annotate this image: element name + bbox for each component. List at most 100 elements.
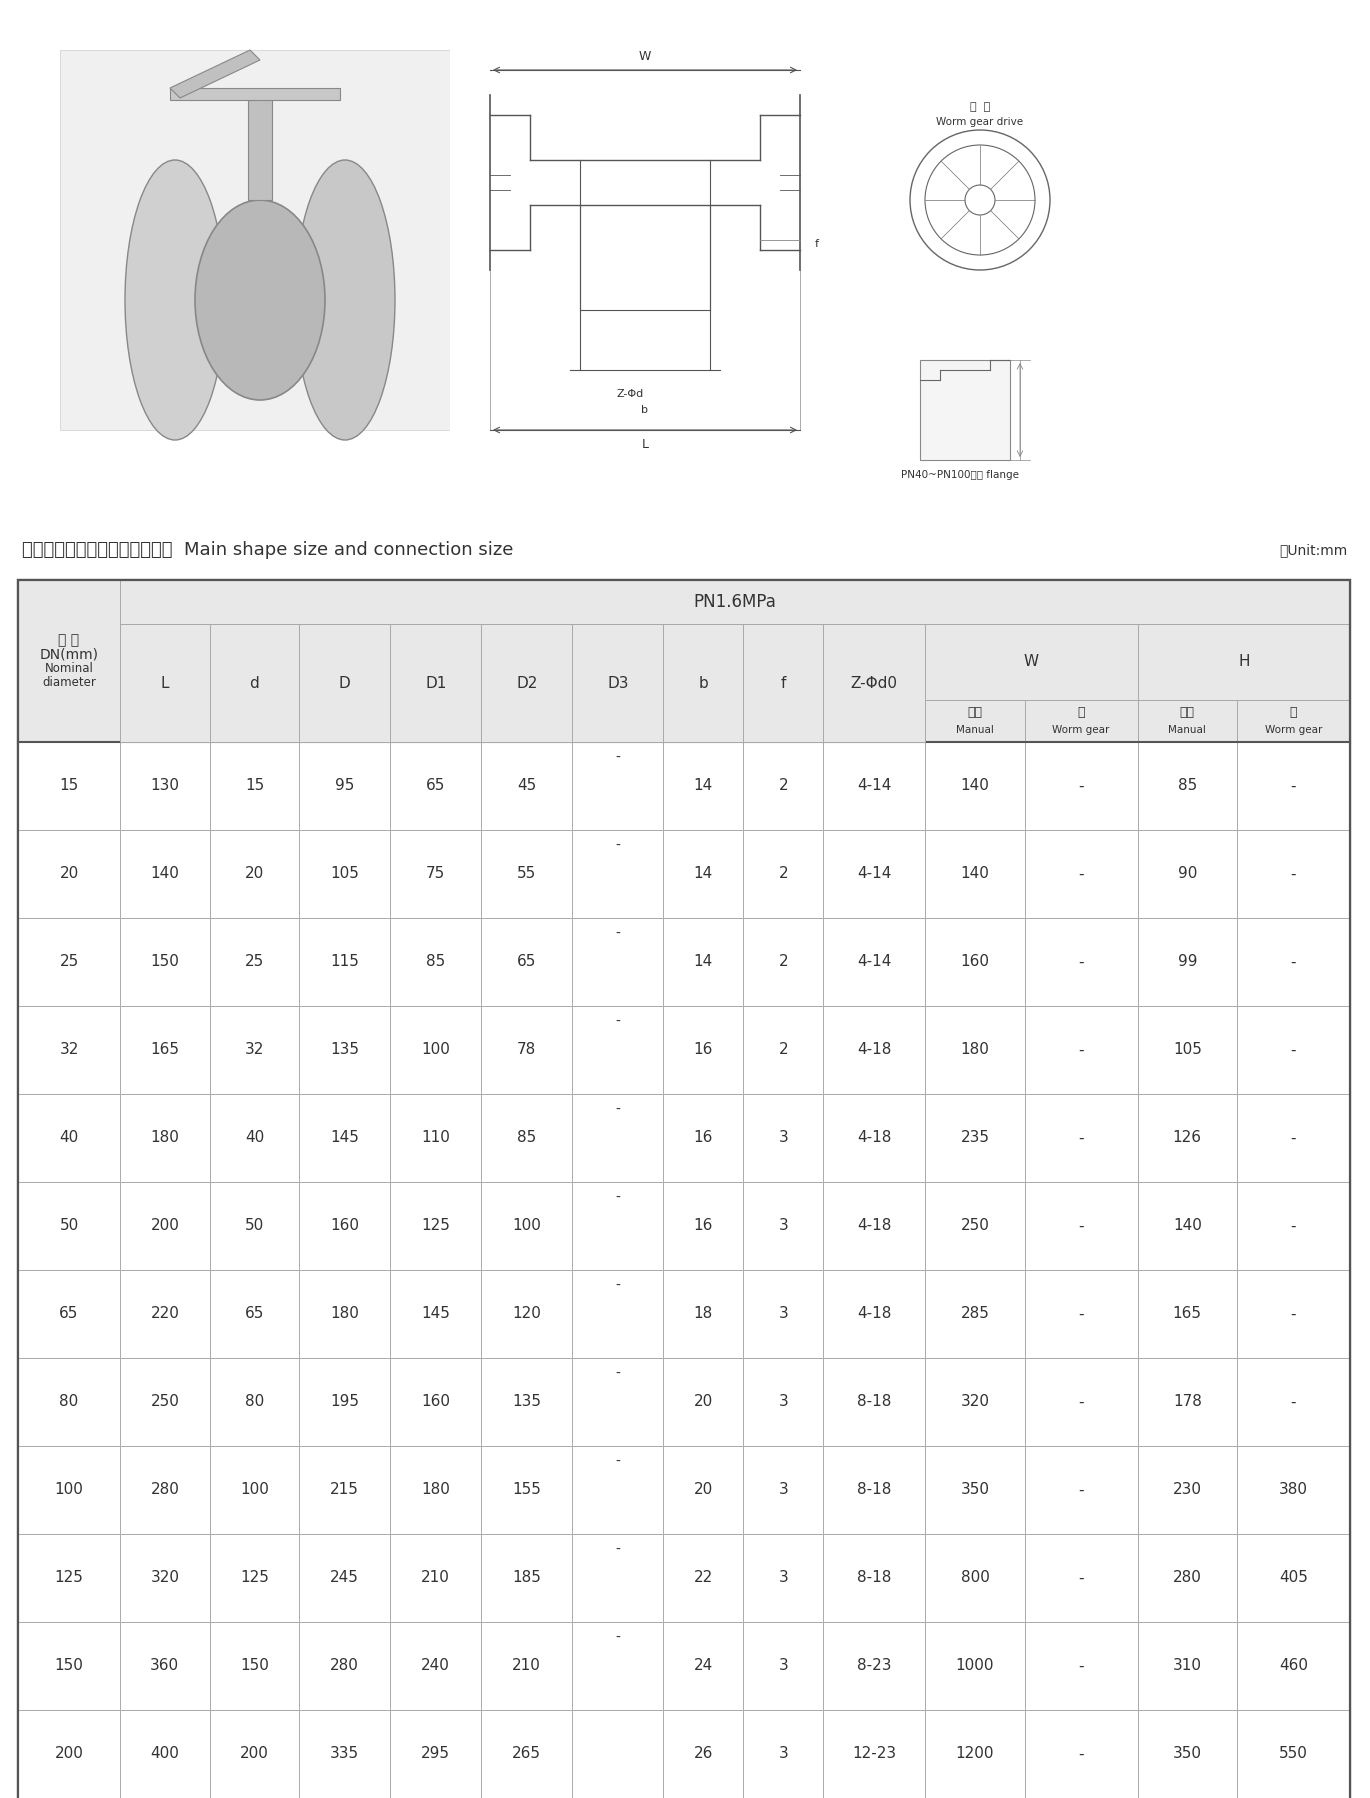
Text: PN1.6MPa: PN1.6MPa [693,593,777,611]
Text: 380: 380 [1280,1483,1308,1498]
Text: -: - [615,1631,621,1645]
Text: D3: D3 [607,714,629,728]
Bar [18,1007,121,1093]
Text: 105: 105 [330,867,359,881]
Text: 150: 150 [240,1658,269,1674]
Bar [925,919,1025,1007]
Text: 145: 145 [330,1131,359,1145]
Bar [1025,1007,1137,1093]
Bar [1137,1181,1237,1269]
Text: 280: 280 [151,1483,179,1498]
Text: 80: 80 [59,1395,78,1410]
Text: 18: 18 [693,1307,712,1322]
Text: D2: D2 [516,676,537,690]
Bar [1137,1534,1237,1622]
Text: 140: 140 [960,779,989,793]
Bar [925,1269,1025,1357]
Text: 50: 50 [245,1219,264,1233]
Text: W: W [1023,654,1038,669]
Bar [481,1357,573,1446]
Text: 150: 150 [151,955,179,969]
Text: 80: 80 [245,1395,264,1410]
Bar [823,1357,925,1446]
Bar [18,581,1349,1798]
Text: D1: D1 [425,714,447,728]
Text: -: - [615,1102,621,1117]
Bar [449,31,840,469]
Text: f: f [781,676,786,690]
Bar [823,919,925,1007]
Bar [299,1181,390,1269]
Bar [299,1269,390,1357]
Bar [121,831,210,919]
Text: -: - [1078,1131,1084,1145]
Text: -: - [1078,955,1084,969]
Bar [925,1181,1025,1269]
Text: 3: 3 [778,1395,788,1410]
Text: 130: 130 [151,779,179,793]
Bar [121,1534,210,1622]
Text: 285: 285 [960,1307,989,1322]
Bar [18,831,121,919]
Bar [18,581,121,743]
Text: 280: 280 [330,1658,359,1674]
Text: 25: 25 [245,955,264,969]
Text: 1000: 1000 [956,1658,995,1674]
Bar [210,1357,299,1446]
Bar [573,1093,663,1181]
Text: 32: 32 [245,1043,264,1057]
Text: H: H [1238,654,1249,669]
Text: 8-18: 8-18 [858,1570,892,1586]
Bar [210,831,299,919]
Bar [925,1446,1025,1534]
Bar [823,743,925,831]
Text: D2: D2 [516,676,537,690]
Text: 220: 220 [151,1307,179,1322]
Text: 3: 3 [778,1307,788,1322]
Bar [1137,1622,1237,1710]
Text: 100: 100 [512,1219,541,1233]
Text: -: - [615,1366,621,1381]
Bar [573,1357,663,1446]
Bar [390,1446,481,1534]
Bar [299,1007,390,1093]
Bar [390,1093,481,1181]
Text: 4-14: 4-14 [858,867,892,881]
Text: 32: 32 [59,1043,78,1057]
Text: 2: 2 [778,955,788,969]
Bar [210,1093,299,1181]
Bar [663,624,744,743]
Bar [121,1622,210,1710]
Text: -: - [1078,1658,1084,1674]
Bar [481,1269,573,1357]
Text: 公制表主要外形尺寸和连接尺寸  Main shape size and connection size: 公制表主要外形尺寸和连接尺寸 Main shape size and conne… [22,541,514,559]
Bar [573,743,663,831]
Text: 165: 165 [1173,1307,1201,1322]
Text: -: - [1078,867,1084,881]
Text: 165: 165 [151,1043,179,1057]
Bar [121,743,210,831]
Text: 185: 185 [512,1570,541,1586]
Text: 2: 2 [778,1043,788,1057]
Bar [121,1446,210,1534]
Bar [1137,699,1237,743]
Bar [744,1710,823,1798]
Text: 105: 105 [1173,1043,1201,1057]
Bar [925,699,1025,743]
Bar [18,1357,121,1446]
Text: 85: 85 [426,955,445,969]
Text: 135: 135 [330,1043,359,1057]
Text: 115: 115 [330,955,359,969]
Bar [925,624,1137,699]
Text: 235: 235 [960,1131,989,1145]
Text: -: - [615,840,621,852]
Bar [210,1446,299,1534]
Text: -: - [1291,1395,1296,1410]
Bar [121,1007,210,1093]
Text: -: - [615,752,621,764]
Text: -: - [1291,1043,1296,1057]
Text: 295: 295 [422,1746,451,1762]
Bar [210,1007,299,1093]
Bar [481,1007,573,1093]
Bar [1237,919,1349,1007]
